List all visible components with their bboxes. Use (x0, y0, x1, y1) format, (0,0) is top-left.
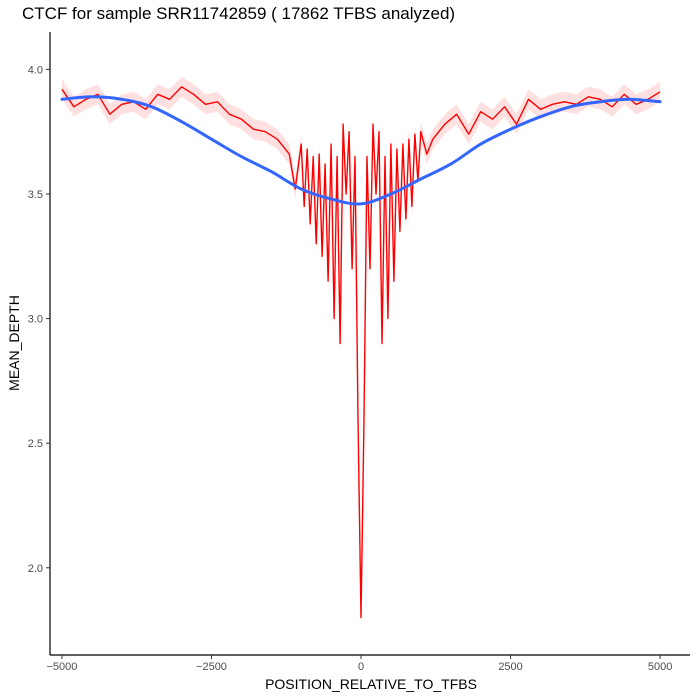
x-axis-ticks: −5000 −2500 0 2500 5000 (47, 655, 672, 673)
raw-confidence-band (62, 76, 661, 628)
confidence-band-layer (62, 76, 661, 628)
y-tick-label: 2.5 (28, 438, 43, 450)
smoothed-trend-line (60, 95, 662, 206)
raw-depth-line (61, 86, 661, 619)
y-tick-label: 4.0 (28, 64, 43, 76)
y-tick-label: 3.0 (28, 314, 43, 326)
x-axis-title: POSITION_RELATIVE_TO_TFBS (265, 676, 477, 692)
x-tick-label: 2500 (498, 661, 522, 673)
y-tick-label: 2.0 (28, 563, 43, 575)
raw-series-layer (61, 86, 661, 619)
x-tick-label: −2500 (196, 661, 227, 673)
y-axis-ticks: 2.0 2.5 3.0 3.5 4.0 (28, 64, 50, 575)
y-axis-title: MEAN_DEPTH (6, 295, 22, 391)
smoothed-series-layer (60, 95, 662, 206)
y-tick-label: 3.5 (28, 189, 43, 201)
x-tick-label: −5000 (47, 661, 78, 673)
x-tick-label: 0 (358, 661, 364, 673)
x-tick-label: 5000 (648, 661, 672, 673)
chart-title: CTCF for sample SRR11742859 ( 17862 TFBS… (22, 4, 456, 23)
